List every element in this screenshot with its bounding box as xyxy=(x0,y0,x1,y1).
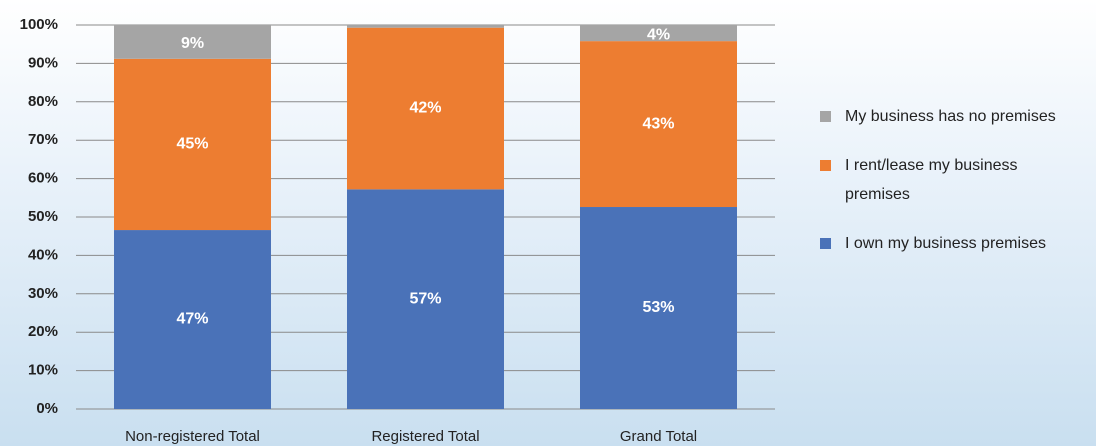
y-tick-label: 10% xyxy=(28,362,58,379)
legend-swatch xyxy=(820,160,831,171)
y-tick-label: 20% xyxy=(28,323,58,340)
legend-swatch xyxy=(820,111,831,122)
y-tick-label: 30% xyxy=(28,285,58,302)
data-label: 4% xyxy=(647,26,670,43)
bar-segment xyxy=(580,25,737,42)
legend: My business has no premises I rent/lease … xyxy=(820,102,1096,278)
bar-segment xyxy=(114,58,271,231)
data-label: 45% xyxy=(176,136,208,153)
y-tick-label: 80% xyxy=(28,93,58,110)
bar-segment xyxy=(347,27,504,190)
data-label: 47% xyxy=(176,311,208,328)
data-label: 53% xyxy=(642,299,674,316)
legend-item: I own my business premises xyxy=(820,229,1096,258)
y-tick-label: 70% xyxy=(28,131,58,148)
bar-segment xyxy=(114,25,271,59)
data-label: 42% xyxy=(409,100,441,117)
y-tick-label: 0% xyxy=(36,400,58,417)
bar-segment xyxy=(580,207,737,409)
bar-segment xyxy=(347,189,504,409)
legend-label: I rent/lease my business premises xyxy=(845,157,1018,203)
bar-segment xyxy=(347,25,504,28)
x-tick-label: Non-registered Total xyxy=(125,428,260,445)
y-tick-label: 60% xyxy=(28,170,58,187)
y-tick-label: 40% xyxy=(28,246,58,263)
y-tick-label: 50% xyxy=(28,208,58,225)
x-tick-label: Registered Total xyxy=(371,428,479,445)
legend-item: I rent/lease my business premises xyxy=(820,151,1096,209)
y-tick-label: 100% xyxy=(20,16,58,33)
legend-label: My business has no premises xyxy=(845,108,1056,125)
bar-segment xyxy=(580,41,737,208)
data-label: 43% xyxy=(642,115,674,132)
x-tick-label: Grand Total xyxy=(620,428,697,445)
legend-item: My business has no premises xyxy=(820,102,1096,131)
data-label: 9% xyxy=(181,35,204,52)
legend-swatch xyxy=(820,238,831,249)
legend-label: I own my business premises xyxy=(845,235,1046,252)
bar-segment xyxy=(114,230,271,409)
y-tick-label: 90% xyxy=(28,54,58,71)
data-label: 57% xyxy=(409,290,441,307)
